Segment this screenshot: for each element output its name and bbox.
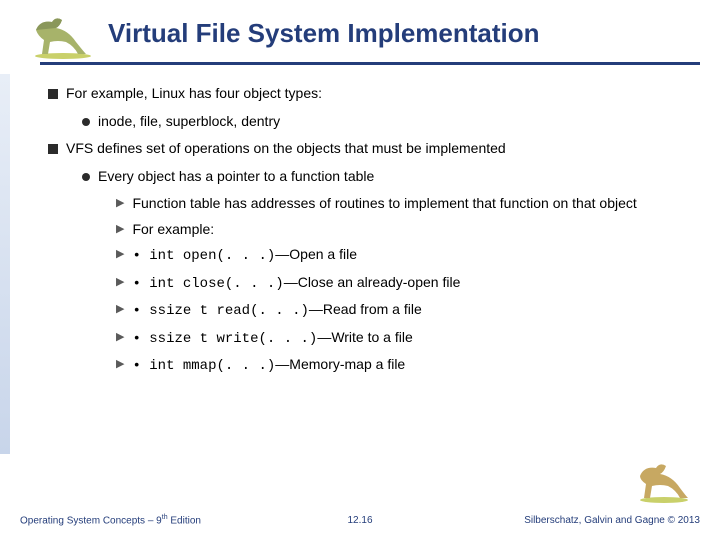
bullet-text: • ssize t write(. . .)—Write to a file [132,329,412,349]
bullet-text: Every object has a pointer to a function… [98,168,374,186]
bullet-level3: ▶ • int close(. . .)—Close an already-op… [116,274,692,294]
desc-text: —Read from a file [309,301,422,317]
arrow-bullet-icon: ▶ [116,223,124,239]
bullet-level3: ▶ • ssize t read(. . .)—Read from a file [116,301,692,321]
square-bullet-icon [48,89,58,99]
slide-title: Virtual File System Implementation [108,12,540,49]
arrow-bullet-icon: ▶ [116,248,124,266]
title-underline [40,62,700,65]
bullet-level3: ▶ For example: [116,221,692,239]
bullet-level3: ▶ • int open(. . .)—Open a file [116,246,692,266]
left-gradient-strip [0,74,10,454]
header: Virtual File System Implementation [28,12,692,60]
footer-text: Edition [168,515,201,526]
desc-text: —Close an already-open file [284,274,461,290]
bullet-level1: VFS defines set of operations on the obj… [48,140,692,158]
bullet-text: Function table has addresses of routines… [132,195,636,213]
disc-bullet-icon [82,118,90,126]
bullet-level2: Every object has a pointer to a function… [82,168,692,186]
bullet-text: inode, file, superblock, dentry [98,113,280,131]
square-bullet-icon [48,144,58,154]
footer-right: Silberschatz, Galvin and Gagne © 2013 [524,515,700,526]
bullet-text: For example, Linux has four object types… [66,85,322,103]
code-text: • int open(. . .) [132,248,275,264]
bullet-level3: ▶ Function table has addresses of routin… [116,195,692,213]
footer: Operating System Concepts – 9th Edition … [20,514,700,526]
code-text: • ssize t read(. . .) [132,303,308,319]
bullet-level1: For example, Linux has four object types… [48,85,692,103]
code-text: • int mmap(. . .) [132,358,275,374]
bullet-text: • int close(. . .)—Close an already-open… [132,274,460,294]
code-text: • int close(. . .) [132,276,283,292]
footer-left: Operating System Concepts – 9th Edition [20,514,201,526]
bullet-text: VFS defines set of operations on the obj… [66,140,506,158]
desc-text: —Write to a file [317,329,412,345]
bullet-level3: ▶ • int mmap(. . .)—Memory-map a file [116,356,692,376]
bullet-text: For example: [132,221,214,239]
arrow-bullet-icon: ▶ [116,303,124,321]
bullet-text: • int mmap(. . .)—Memory-map a file [132,356,405,376]
content: For example, Linux has four object types… [48,85,692,376]
desc-text: —Memory-map a file [275,356,405,372]
arrow-bullet-icon: ▶ [116,331,124,349]
dinosaur-left-icon [28,12,98,60]
disc-bullet-icon [82,173,90,181]
arrow-bullet-icon: ▶ [116,358,124,376]
desc-text: —Open a file [275,246,357,262]
arrow-bullet-icon: ▶ [116,197,124,213]
footer-center: 12.16 [347,515,372,526]
bullet-text: • ssize t read(. . .)—Read from a file [132,301,421,321]
arrow-bullet-icon: ▶ [116,276,124,294]
slide: Virtual File System Implementation For e… [0,0,720,540]
code-text: • ssize t write(. . .) [132,331,317,347]
dinosaur-right-icon [634,460,694,504]
bullet-level2: inode, file, superblock, dentry [82,113,692,131]
bullet-level3: ▶ • ssize t write(. . .)—Write to a file [116,329,692,349]
footer-text: Operating System Concepts – 9 [20,515,162,526]
bullet-text: • int open(. . .)—Open a file [132,246,357,266]
